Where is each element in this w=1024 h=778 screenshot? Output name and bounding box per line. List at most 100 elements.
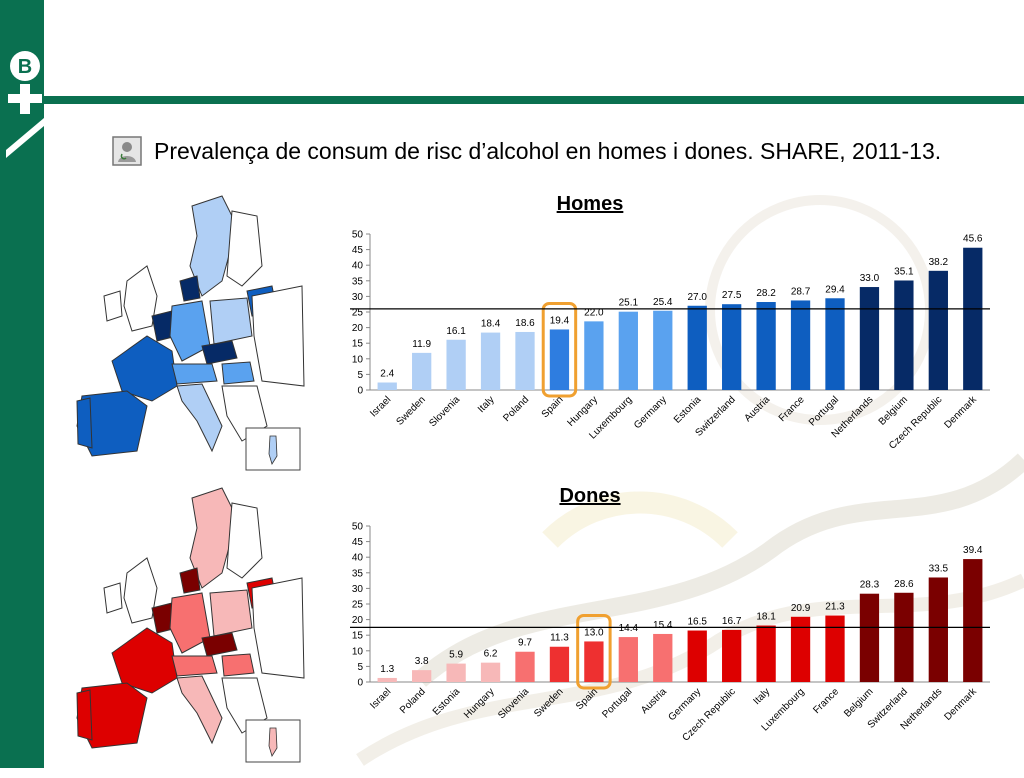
women-bar-netherlands — [928, 577, 948, 682]
women-data-label: 3.8 — [415, 656, 429, 667]
men-category-label: Germany — [632, 394, 669, 431]
women-map-hungary — [221, 653, 255, 677]
men-map-east — [251, 285, 305, 387]
women-map-czech — [201, 632, 238, 657]
men-bar-germany — [653, 310, 673, 390]
top-rule — [44, 96, 1024, 104]
europe-map-women — [76, 487, 305, 763]
chart-men: Homes 0 5 10 15 20 25 30 35 40 45 50 2.4 Israel 11.9 Sw… — [330, 186, 1010, 486]
men-map-iberia — [76, 390, 148, 457]
women-category-label: Slovenia — [496, 686, 531, 721]
men-map-israel — [268, 435, 278, 465]
men-bar-netherlands — [859, 287, 880, 390]
men-highlight-box — [541, 301, 578, 398]
men-map-scandinavia — [189, 195, 238, 297]
men-bar-italy — [480, 332, 501, 390]
slide-title: Prevalença de consum de risc d’alcohol e… — [154, 137, 942, 164]
men-y-tick-label: 35 — [352, 276, 364, 287]
women-bar-spain — [584, 641, 604, 682]
women-chart-title: Dones — [559, 485, 620, 507]
women-data-label: 20.9 — [791, 603, 811, 614]
women-bar-germany — [687, 630, 707, 682]
women-y-tick-label: 35 — [352, 568, 364, 579]
women-data-label: 13.0 — [584, 627, 604, 638]
men-category-label: Belgium — [877, 394, 910, 427]
men-data-label: 38.2 — [929, 257, 949, 268]
slide-title-row: Prevalença de consum de risc d’alcohol e… — [112, 134, 941, 168]
women-data-label: 5.9 — [449, 650, 463, 661]
men-category-label: Estonia — [672, 394, 704, 426]
women-category-label: Denmark — [942, 686, 979, 723]
men-category-label: Poland — [501, 394, 531, 424]
men-chart-title: Homes — [557, 193, 624, 215]
men-bar-poland — [515, 331, 535, 390]
men-data-label: 27.5 — [722, 290, 742, 301]
men-data-label: 35.1 — [894, 266, 914, 277]
men-y-tick-label: 25 — [352, 308, 364, 319]
women-data-label: 9.7 — [518, 638, 532, 649]
men-bar-estonia — [687, 305, 707, 390]
women-data-label: 14.4 — [619, 623, 639, 634]
men-category-label: Spain — [540, 394, 566, 420]
men-data-label: 22.0 — [584, 307, 604, 318]
women-data-label: 6.2 — [484, 649, 498, 660]
women-data-label: 16.7 — [722, 616, 742, 627]
men-y-tick-label: 5 — [357, 370, 363, 381]
men-data-label: 16.1 — [446, 326, 466, 337]
women-y-tick-label: 45 — [352, 537, 364, 548]
women-bar-belgium — [859, 593, 880, 682]
men-bar-hungary — [584, 321, 604, 390]
women-data-label: 33.5 — [929, 563, 949, 574]
women-map-poland — [209, 589, 253, 637]
women-y-tick-label: 50 — [352, 522, 364, 533]
women-y-tick-label: 0 — [357, 678, 363, 689]
women-data-label: 11.3 — [550, 633, 569, 644]
women-data-label: 39.4 — [963, 545, 983, 556]
men-category-label: Portugal — [807, 394, 841, 428]
women-bar-slovenia — [515, 651, 535, 682]
women-category-label: Spain — [574, 686, 600, 712]
men-map-czech — [201, 340, 238, 365]
women-map-scandinavia — [189, 487, 238, 589]
men-map-italy — [176, 383, 223, 453]
women-category-label: Italy — [751, 686, 772, 707]
women-map-ireland — [103, 582, 123, 614]
women-bar-portugal — [618, 637, 638, 682]
women-map-israel — [268, 727, 278, 757]
men-category-label: Italy — [476, 394, 497, 415]
women-data-label: 28.6 — [894, 579, 914, 590]
men-bar-sweden — [412, 352, 432, 390]
women-bar-switzerland — [894, 592, 914, 682]
men-bar-austria — [756, 302, 776, 390]
men-data-label: 18.6 — [515, 318, 535, 329]
men-map-denmark — [179, 275, 201, 302]
men-category-label: Slovenia — [427, 394, 462, 429]
men-y-tick-label: 50 — [352, 230, 364, 241]
women-data-label: 16.5 — [687, 617, 707, 628]
men-map-uk — [123, 265, 158, 332]
women-data-label: 18.1 — [756, 612, 776, 623]
men-category-label: Sweden — [394, 394, 427, 427]
men-bar-slovenia — [446, 339, 466, 390]
men-y-tick-label: 45 — [352, 245, 364, 256]
women-y-tick-label: 15 — [352, 631, 364, 642]
women-category-label: Poland — [398, 686, 428, 716]
women-bar-sweden — [549, 646, 570, 682]
women-bar-poland — [412, 670, 432, 682]
women-category-label: Estonia — [431, 686, 463, 718]
men-category-label: Hungary — [565, 394, 600, 429]
women-bar-france — [825, 615, 845, 682]
women-map-finland — [226, 502, 263, 579]
men-data-label: 27.0 — [687, 292, 707, 303]
europe-map-men — [76, 195, 305, 471]
men-data-label: 11.9 — [412, 339, 431, 350]
women-category-label: Austria — [639, 686, 669, 716]
men-data-label: 19.4 — [550, 315, 570, 326]
women-category-label: France — [811, 686, 841, 716]
men-y-tick-label: 15 — [352, 339, 364, 350]
men-y-tick-label: 30 — [352, 292, 364, 303]
men-category-label: France — [777, 394, 807, 424]
women-bar-hungary — [480, 662, 501, 682]
women-map-austria-ch — [171, 655, 218, 677]
women-y-tick-label: 20 — [352, 615, 364, 626]
